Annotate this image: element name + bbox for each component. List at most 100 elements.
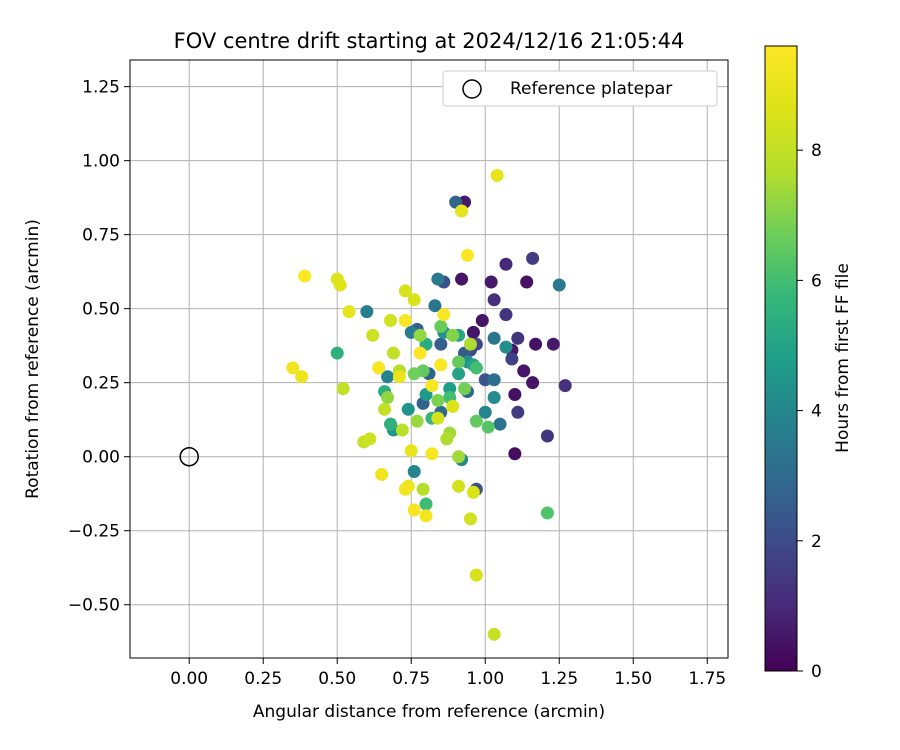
data-point [330, 272, 344, 286]
data-point [455, 272, 469, 286]
data-points [286, 168, 572, 641]
data-point [330, 346, 344, 360]
colorbar-tick-label: 4 [811, 402, 822, 422]
data-point [499, 308, 513, 322]
data-point [295, 370, 309, 384]
data-point [407, 293, 421, 307]
data-point [490, 168, 504, 182]
data-point [540, 506, 554, 520]
data-point [487, 627, 501, 641]
y-tick-label: 0.25 [82, 374, 120, 394]
data-point [434, 358, 448, 372]
data-point [407, 367, 421, 381]
y-tick-label: 0.75 [82, 226, 120, 246]
data-point [298, 269, 312, 283]
plot-frame [129, 59, 729, 659]
data-point [487, 390, 501, 404]
data-point [478, 405, 492, 419]
data-point [386, 346, 400, 360]
data-point [558, 379, 572, 393]
x-axis-ticks: 0.00 0.25 0.50 0.75 1.00 1.25 1.50 1.75 [170, 658, 726, 689]
data-point [469, 361, 483, 375]
data-point [342, 305, 356, 319]
x-tick-label: 0.25 [244, 669, 282, 689]
data-point [384, 417, 398, 431]
y-tick-label: 1.00 [82, 152, 120, 172]
data-point [434, 319, 448, 333]
data-point [517, 364, 531, 378]
colorbar-gradient [764, 45, 798, 672]
colorbar-tick-label: 0 [811, 662, 822, 682]
data-point [434, 337, 448, 351]
data-point [419, 509, 433, 523]
colorbar-label: Hours from first FF file [833, 263, 853, 453]
data-point [410, 414, 424, 428]
data-point [398, 314, 412, 328]
data-point [499, 257, 513, 271]
data-point [431, 411, 445, 425]
data-point [493, 417, 507, 431]
x-tick-label: 1.75 [688, 669, 726, 689]
data-point [425, 379, 439, 393]
y-tick-label: −0.25 [68, 522, 120, 542]
data-point [466, 325, 480, 339]
plot-background [130, 60, 728, 658]
data-point [378, 402, 392, 416]
data-point [286, 361, 300, 375]
y-tick-label: 0.50 [82, 300, 120, 320]
data-point [508, 388, 522, 402]
data-point [413, 346, 427, 360]
data-point [446, 399, 460, 413]
data-point [384, 314, 398, 328]
data-point [336, 382, 350, 396]
data-point [463, 512, 477, 526]
data-point [487, 293, 501, 307]
data-point [526, 376, 540, 390]
data-point [452, 367, 466, 381]
data-point [375, 467, 389, 481]
colorbar-tick-label: 2 [811, 532, 822, 552]
grid-lines [130, 60, 728, 658]
data-point [431, 272, 445, 286]
colorbar-tick-label: 8 [811, 141, 822, 161]
data-point [540, 429, 554, 443]
data-point [463, 337, 477, 351]
legend-label: Reference platepar [510, 79, 672, 99]
data-point [458, 382, 472, 396]
data-point [407, 464, 421, 478]
x-tick-label: 0.50 [318, 669, 356, 689]
data-point [431, 393, 445, 407]
data-point [366, 328, 380, 342]
y-tick-label: −0.50 [68, 596, 120, 616]
data-point [511, 405, 525, 419]
data-point [360, 305, 374, 319]
data-point [440, 432, 454, 446]
data-point [469, 414, 483, 428]
data-point [401, 402, 415, 416]
data-point [407, 503, 421, 517]
data-point [487, 373, 501, 387]
colorbar: 0 2 4 6 8 Hours from first FF file [764, 45, 853, 682]
chart-title: FOV centre drift starting at 2024/12/16 … [174, 29, 685, 53]
data-point [416, 482, 430, 496]
data-point [529, 337, 543, 351]
legend: Reference platepar [442, 70, 718, 107]
data-point [478, 373, 492, 387]
data-point [546, 337, 560, 351]
x-tick-label: 0.75 [392, 669, 430, 689]
data-point [381, 370, 395, 384]
data-point [484, 275, 498, 289]
data-point [404, 444, 418, 458]
data-point [469, 568, 483, 582]
x-tick-label: 1.00 [466, 669, 504, 689]
data-point [511, 331, 525, 345]
data-point [381, 390, 395, 404]
x-tick-label: 0.00 [170, 669, 208, 689]
colorbar-tick-label: 6 [811, 271, 822, 291]
data-point [475, 314, 489, 328]
reference-platepar-marker [179, 446, 199, 467]
data-point [508, 447, 522, 461]
data-point [392, 370, 406, 384]
data-point [487, 331, 501, 345]
y-axis-label: Rotation from reference (arcmin) [23, 219, 43, 499]
